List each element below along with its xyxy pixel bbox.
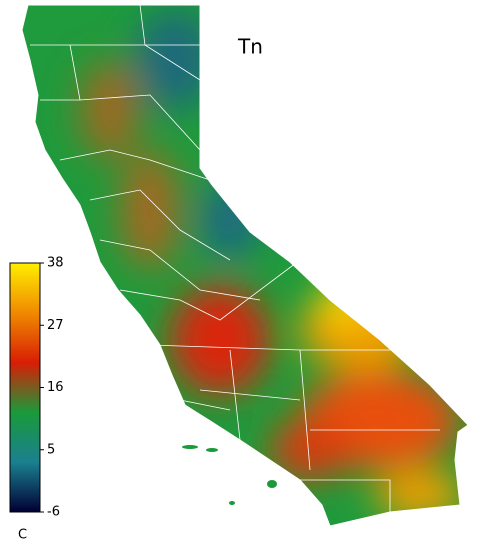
- colorbar-tick-label: -6: [47, 505, 60, 520]
- colorbar-tick-label: 38: [47, 256, 64, 271]
- colorbar-unit: C: [18, 528, 27, 543]
- colorbar-tick-label: 5: [47, 442, 55, 457]
- colorbar-tick-label: 16: [47, 380, 64, 395]
- colorbar: [9, 262, 41, 513]
- map-title: Tn: [237, 35, 263, 59]
- islands: [182, 445, 277, 505]
- county-lines: [30, 5, 460, 512]
- colorbar-tick-label: 27: [47, 318, 64, 333]
